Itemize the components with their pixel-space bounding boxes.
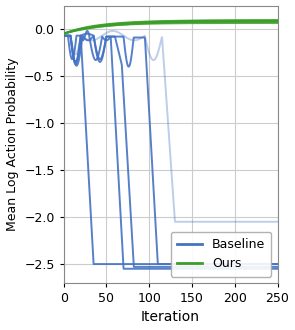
Legend: Baseline, Ours: Baseline, Ours (171, 232, 271, 277)
X-axis label: Iteration: Iteration (141, 311, 200, 324)
Y-axis label: Mean Log Action Probability: Mean Log Action Probability (6, 57, 19, 231)
